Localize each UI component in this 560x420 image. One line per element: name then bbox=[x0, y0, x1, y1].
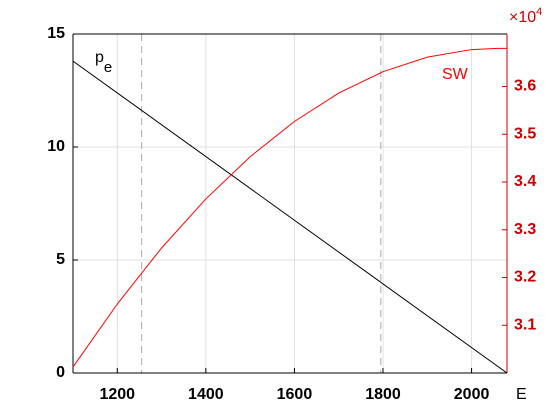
y2-tick-label: 3.6 bbox=[514, 78, 536, 95]
series-name-subscript: e bbox=[104, 59, 112, 76]
series-label: pe bbox=[95, 49, 112, 76]
series-name: p bbox=[95, 49, 104, 66]
y2-tick-label: 3.4 bbox=[514, 173, 536, 190]
x-tick-label: 1600 bbox=[277, 386, 313, 403]
y2-tick-label: 3.3 bbox=[514, 221, 536, 238]
y-tick-label: 10 bbox=[47, 138, 65, 155]
x-tick-label: 1400 bbox=[188, 386, 224, 403]
y2-tick-label: 3.1 bbox=[514, 316, 536, 333]
y2-tick-label: 3.2 bbox=[514, 269, 536, 286]
y-tick-label: 5 bbox=[56, 251, 65, 268]
y-tick-label: 15 bbox=[47, 25, 65, 42]
y2-exponent: ×104 bbox=[509, 6, 542, 26]
y2-exponent-power: 4 bbox=[536, 6, 542, 18]
x-tick-label: 1800 bbox=[365, 386, 401, 403]
y2-tick-label: 3.5 bbox=[514, 125, 536, 142]
x-axis-label: E bbox=[516, 386, 527, 403]
y-tick-label: 0 bbox=[56, 364, 65, 381]
data-line bbox=[72, 60, 508, 374]
y2-exponent-base: ×10 bbox=[509, 9, 536, 26]
x-tick-label: 2000 bbox=[454, 386, 490, 403]
x-tick-label: 1200 bbox=[99, 386, 135, 403]
series-label: SW bbox=[442, 66, 469, 83]
data-line bbox=[72, 47, 507, 368]
